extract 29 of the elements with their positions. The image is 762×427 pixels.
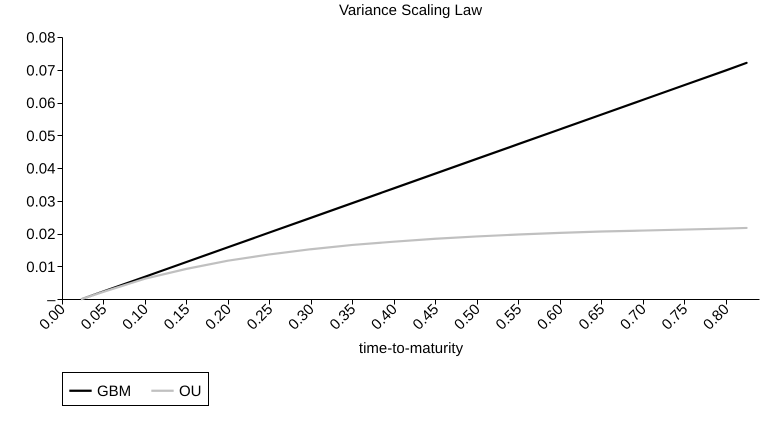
- x-tick-label: 0.10: [119, 300, 152, 334]
- x-tick-label: 0.25: [244, 300, 276, 334]
- x-tick-label: 0.05: [78, 300, 110, 334]
- y-tick-label: 0.01: [26, 258, 56, 276]
- y-tick-label: 0.05: [26, 128, 56, 145]
- x-tick-label: 0.75: [658, 300, 692, 334]
- legend-label: OU: [179, 382, 202, 400]
- x-axis-title: time-to-maturity: [358, 340, 464, 357]
- legend-label: GBM: [97, 382, 132, 400]
- y-tick-label: 0.03: [26, 193, 56, 210]
- x-tick-label: 0.65: [576, 300, 608, 334]
- x-tick-label: 0.55: [492, 300, 526, 334]
- x-tick-label: 0.20: [202, 300, 235, 334]
- x-tick-label: 0.50: [451, 300, 484, 334]
- x-tick-label: 0.60: [534, 300, 567, 334]
- y-tick-label: 0.02: [26, 226, 56, 243]
- y-tick-label: 0.08: [26, 30, 56, 46]
- x-tick-label: 0.35: [326, 300, 360, 334]
- y-tick-label: 0.06: [26, 95, 56, 112]
- y-tick-label: 0.07: [26, 62, 56, 80]
- x-tick-label: 0.15: [160, 300, 194, 334]
- line-series: [80, 226, 748, 300]
- chart-title: Variance Scaling Law: [338, 2, 482, 19]
- x-tick-label: 0.45: [410, 300, 442, 334]
- x-tick-label: 0.80: [700, 300, 733, 334]
- y-tick-label: 0.04: [26, 160, 56, 178]
- x-tick-label: 0.30: [285, 300, 318, 334]
- x-tick-label: 0.40: [368, 300, 401, 334]
- x-tick-label: 0.70: [617, 300, 650, 334]
